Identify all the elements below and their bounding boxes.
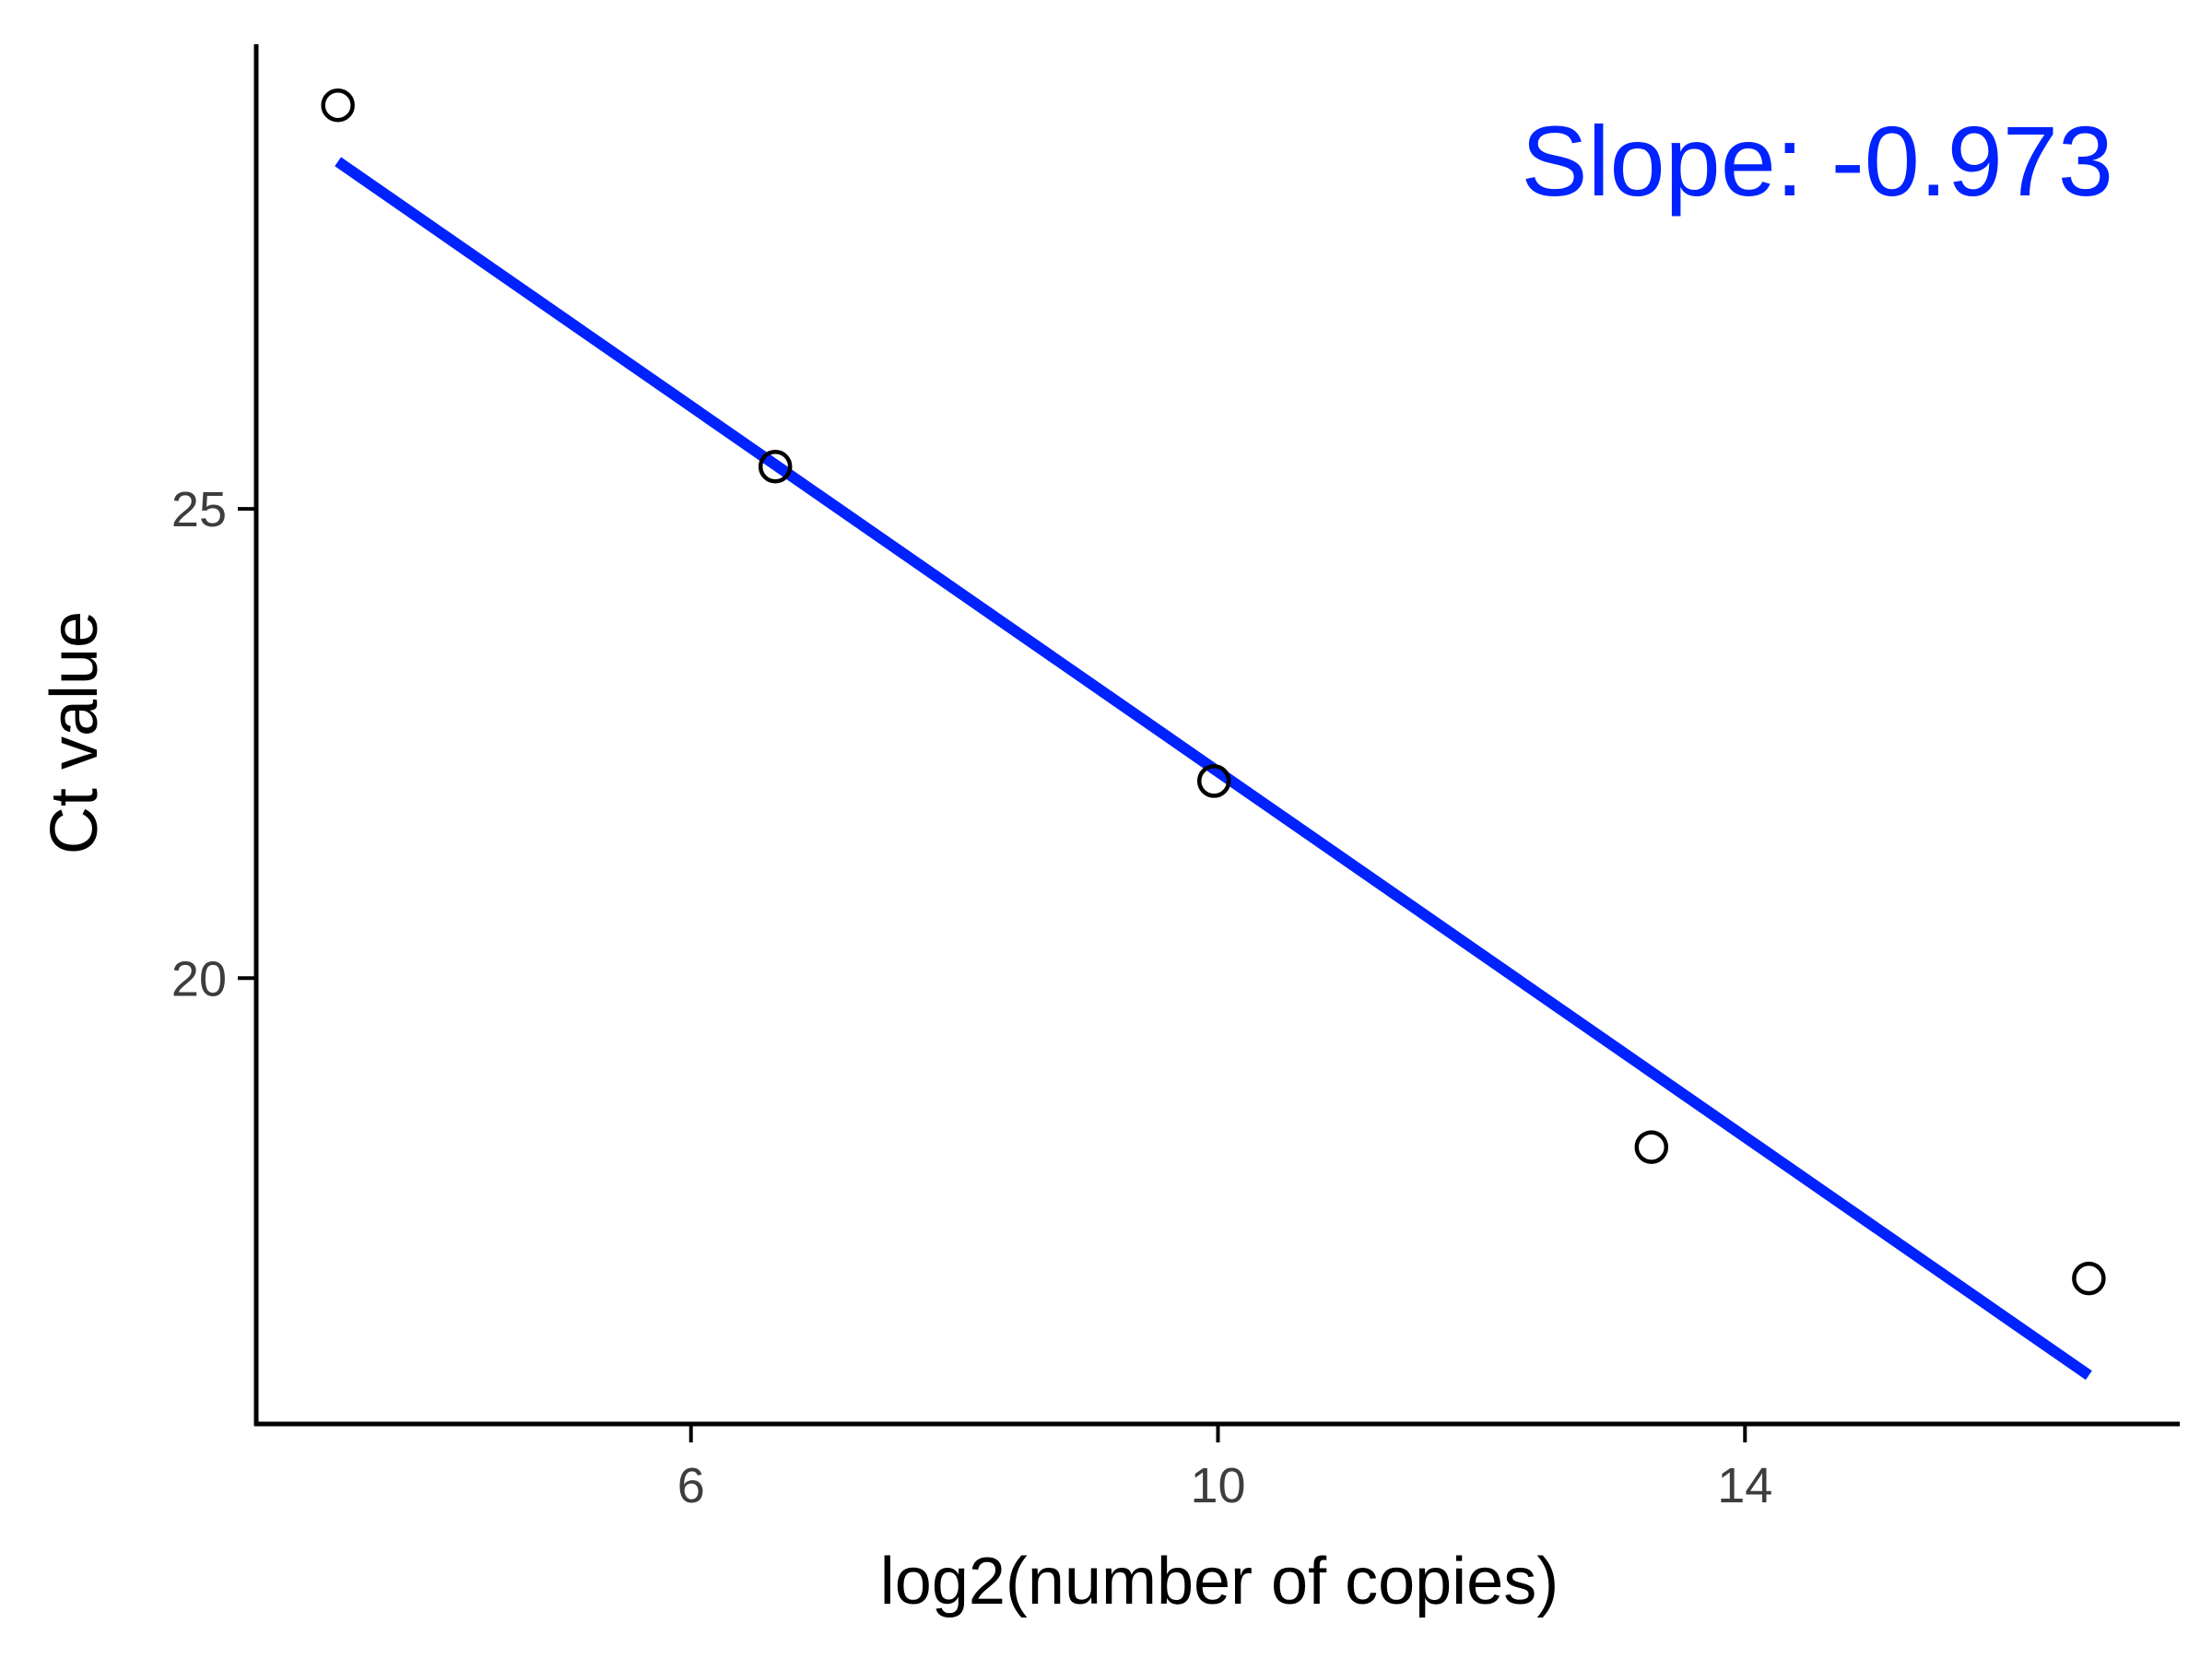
- data-point: [2072, 1261, 2106, 1296]
- data-points: [321, 88, 2106, 1296]
- fit-line-group: [335, 157, 2092, 1381]
- data-point: [758, 450, 793, 484]
- data-point: [1196, 764, 1231, 798]
- y-axis-title: Ct value: [38, 611, 112, 854]
- x-tick-label: 6: [677, 1458, 705, 1513]
- x-tick-label: 14: [1717, 1458, 1772, 1513]
- data-point: [321, 88, 355, 123]
- y-tick-label: 20: [171, 951, 227, 1006]
- x-tick-label: 10: [1190, 1458, 1245, 1513]
- data-point: [1634, 1130, 1669, 1164]
- y-tick-label: 25: [171, 482, 227, 537]
- slope-annotation: Slope: -0.973: [1522, 105, 2113, 217]
- axes: 6 10 14 20 25: [171, 44, 2180, 1513]
- fit-line: [335, 157, 2092, 1381]
- x-axis-title: log2(number of copies): [880, 1545, 1559, 1618]
